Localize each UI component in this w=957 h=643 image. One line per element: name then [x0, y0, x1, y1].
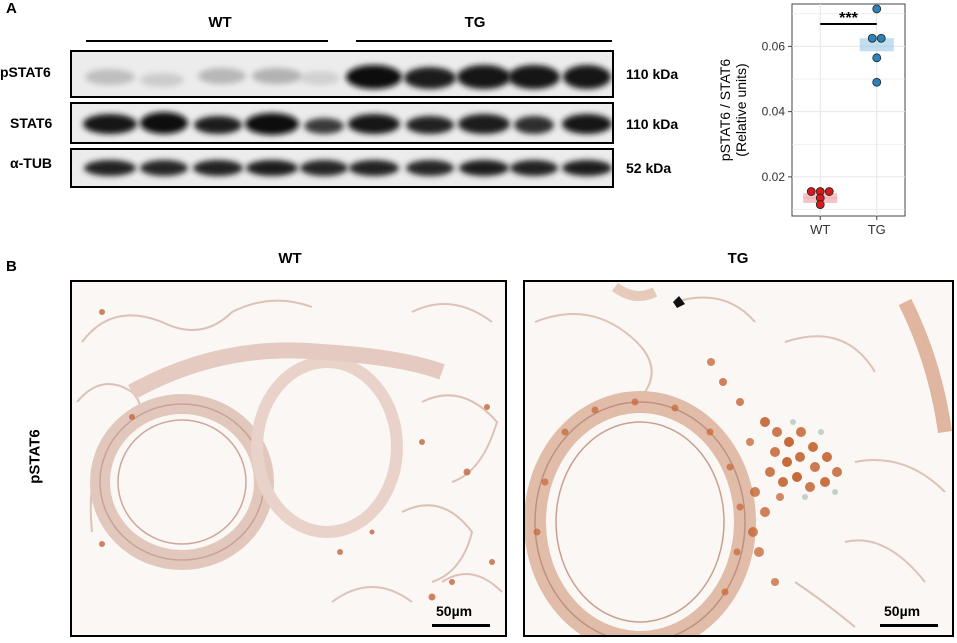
data-point-tg: [867, 33, 877, 43]
scale-label-tg: 50µm: [884, 603, 921, 619]
data-point-wt: [815, 200, 825, 209]
blot-strip-stat6: [70, 102, 614, 144]
kda-label-stat6: 110 kDa: [626, 116, 679, 132]
blot-bands-pstat6: [85, 65, 611, 89]
blot-label-atub: α-TUB: [10, 155, 53, 171]
micro-title-wt: WT: [278, 250, 302, 267]
blot-bands-atub: [84, 160, 612, 176]
blot-strip-atub: [70, 148, 614, 188]
scale-bar-tg: [880, 624, 938, 627]
x-tick-label: WT: [810, 222, 830, 237]
significance-label: ***: [839, 10, 858, 27]
data-point-tg: [876, 33, 886, 43]
panel-b-letter: B: [6, 258, 17, 275]
plot-frame: [791, 3, 906, 217]
scale-label-wt: 50µm: [436, 603, 473, 619]
blot-strip-pstat6: [70, 50, 614, 98]
data-point-tg: [872, 4, 882, 14]
y-tick-label: 0.02: [762, 170, 786, 184]
group-line-tg: [356, 40, 612, 42]
kda-label-pstat6: 110 kDa: [626, 66, 679, 82]
data-point-tg: [872, 77, 882, 87]
group-label-tg: TG: [464, 14, 486, 31]
data-point-wt: [824, 187, 834, 196]
y-axis-label: pSTAT6 / STAT6(Relative units): [717, 59, 749, 162]
micro-row-label: pSTAT6: [26, 429, 44, 484]
y-tick-label: 0.04: [762, 105, 786, 119]
group-line-wt: [86, 40, 328, 42]
group-label-wt: WT: [208, 14, 232, 31]
data-point-wt: [806, 187, 816, 196]
data-point-tg: [872, 53, 882, 63]
blot-label-stat6: STAT6: [10, 115, 53, 131]
ratio-dotplot: 0.02 0.04 0.06 WT TG pSTAT6 / STAT6(Relative …: [717, 3, 906, 237]
scale-bar-wt: [432, 624, 490, 627]
micro-title-tg: TG: [727, 250, 749, 267]
micrograph-wt-tissue: [72, 282, 505, 635]
summary-box-tg: [859, 38, 894, 52]
micrograph-tg: [523, 280, 954, 637]
micrograph-tg-tissue: [525, 282, 952, 635]
blot-label-pstat6: pSTAT6: [0, 64, 51, 80]
micrograph-wt: [70, 280, 507, 637]
debris-mark: [673, 296, 685, 308]
blot-bands-stat6: [83, 112, 612, 135]
x-tick-label: TG: [868, 222, 886, 237]
panel-a-letter: A: [6, 0, 17, 17]
kda-label-atub: 52 kDa: [626, 160, 672, 176]
y-tick-label: 0.06: [762, 39, 786, 53]
